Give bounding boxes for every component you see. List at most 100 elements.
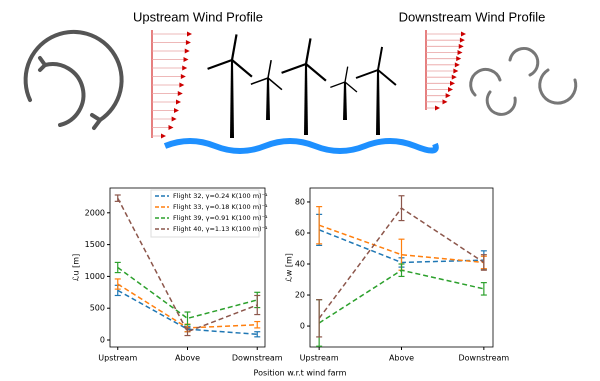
turbine-blade: [250, 77, 269, 85]
y-tick-label: 60: [295, 228, 305, 237]
water: [163, 138, 439, 154]
x-tick-label: Above: [175, 354, 200, 363]
x-tick-label: Downstream: [458, 354, 509, 363]
profile-arrowhead: [176, 99, 182, 105]
profile-arrowhead: [442, 99, 448, 105]
x-tick-label: Upstream: [300, 354, 339, 363]
turbine-blade: [305, 63, 327, 82]
turbine-blade: [355, 69, 379, 79]
profile-arrowhead: [179, 82, 185, 88]
profile-arrowhead: [168, 125, 174, 130]
profile-arrowhead: [451, 74, 457, 80]
profile-arrowhead: [450, 80, 456, 86]
profile-arrowhead: [182, 65, 188, 71]
y-tick-label: 500: [90, 304, 105, 313]
turbine-tower: [304, 64, 308, 135]
error-bar: [184, 311, 191, 326]
error-bar: [114, 261, 121, 274]
error-bar: [254, 320, 261, 329]
profile-arrowhead: [171, 116, 177, 122]
error-bar: [480, 254, 487, 271]
x-tick-label: Downstream: [232, 354, 283, 363]
swirl-arc: [538, 68, 578, 105]
turbine-blade: [230, 34, 238, 61]
profile-arrowhead: [454, 62, 460, 68]
error-bar: [398, 263, 405, 278]
turbine-blade: [267, 77, 283, 91]
y-tick-label: 20: [295, 291, 305, 300]
downstream-label: Downstream Wind Profile: [399, 9, 546, 24]
swirl-arc: [23, 29, 124, 122]
error-bar: [254, 294, 261, 316]
profile-arrowhead: [177, 91, 183, 96]
y-axis-label: ℒw [m]: [285, 253, 294, 282]
x-tick-label: Upstream: [98, 354, 137, 363]
profile-arrowhead: [459, 37, 465, 43]
swirl-arrow: [90, 113, 103, 130]
legend-label: Flight 33, γ=0.18 K(100 m)⁻¹: [173, 203, 268, 211]
profile-arrowhead: [180, 74, 186, 79]
error-bar: [316, 299, 323, 338]
y-tick-label: 2000: [85, 208, 105, 217]
turbine-blade: [344, 81, 358, 93]
error-bar: [316, 206, 323, 245]
vortex-right: [469, 47, 578, 116]
profile-arrowhead: [185, 40, 191, 45]
profile-arrowhead: [458, 43, 464, 49]
legend-label: Flight 39, γ=0.91 K(100 m)⁻¹: [173, 214, 268, 222]
turbine-blade: [281, 62, 307, 74]
turbine-blade: [304, 38, 312, 65]
turbine-blade: [207, 58, 233, 70]
y-tick-label: 1000: [85, 272, 105, 281]
error-bar: [254, 331, 261, 338]
profile-arrowhead: [448, 87, 453, 92]
swirl-arrow: [38, 56, 48, 72]
error-bar: [480, 282, 487, 296]
error-bar: [114, 278, 121, 290]
profile-arrowhead: [184, 48, 190, 54]
x-axis-label: Position w.r.t wind farm: [254, 369, 347, 378]
vortex-left: [23, 29, 124, 130]
error-bar: [114, 194, 121, 202]
turbine-blade: [267, 59, 272, 79]
series-line: [318, 269, 485, 324]
turbine-tower: [266, 78, 270, 120]
turbine-blade: [344, 66, 349, 83]
y-axis-label: ℒu [m]: [72, 254, 81, 281]
profile-arrowhead: [456, 56, 462, 62]
y-tick-label: 1500: [85, 240, 105, 249]
turbine-blade: [231, 59, 253, 78]
y-tick-label: 40: [295, 260, 305, 269]
error-bar: [398, 195, 405, 222]
series-line: [117, 197, 258, 333]
swirl-arc: [43, 62, 86, 127]
turbine-tower: [376, 70, 380, 135]
profile-arrowhead: [453, 68, 459, 74]
swirl-arc: [469, 67, 502, 97]
turbine-tower: [343, 82, 347, 120]
profile-arrowhead: [461, 31, 466, 37]
turbine-tower: [230, 60, 234, 138]
profile-arrowhead: [174, 108, 179, 113]
profile-arrowhead: [457, 50, 463, 55]
swirl-arc: [485, 90, 517, 116]
swirl-arc: [508, 47, 540, 77]
x-tick-label: Above: [389, 354, 414, 363]
series-line: [117, 266, 258, 320]
upstream-label: Upstream Wind Profile: [133, 9, 263, 24]
turbine-blade: [377, 69, 397, 86]
profile-arrowhead: [435, 105, 440, 111]
turbine-blade: [330, 81, 346, 88]
profile-arrowhead: [445, 93, 451, 99]
series-line: [117, 289, 258, 336]
y-tick-label: 0: [300, 322, 305, 331]
profile-arrowhead: [161, 133, 166, 139]
legend-label: Flight 32, γ=0.24 K(100 m)⁻¹: [173, 192, 268, 200]
legend-label: Flight 40, γ=1.13 K(100 m)⁻¹: [173, 225, 268, 233]
turbine-blade: [377, 46, 384, 71]
profile-arrowhead: [187, 31, 192, 37]
y-tick-label: 0: [100, 336, 105, 345]
decoration: [151, 30, 466, 139]
y-tick-label: 80: [295, 197, 305, 206]
